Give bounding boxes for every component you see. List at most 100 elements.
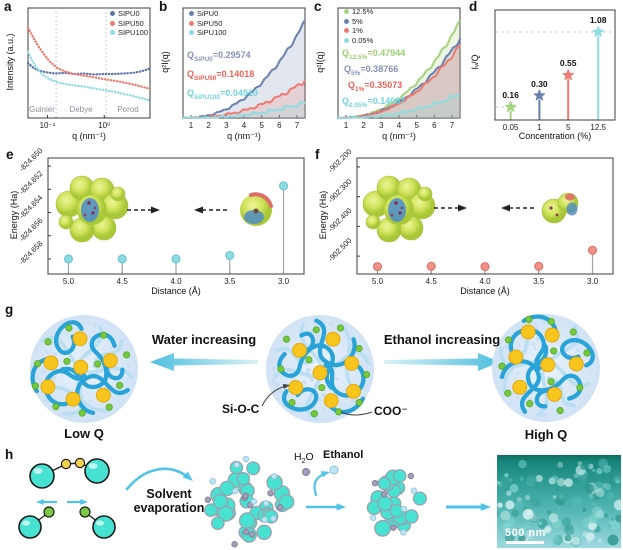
series-fit-line bbox=[182, 20, 306, 119]
chart-element bbox=[499, 359, 542, 414]
legend-label: SIPU100 bbox=[117, 28, 148, 37]
star-marker bbox=[592, 26, 604, 37]
vlab-label: 0.16 bbox=[502, 89, 519, 100]
chart-element bbox=[278, 389, 283, 394]
legend-item: 1% bbox=[344, 26, 373, 36]
panel-letter-c: c bbox=[314, 0, 322, 14]
siloxane-molecule bbox=[29, 457, 110, 489]
sem-grain bbox=[549, 533, 559, 543]
coo-node bbox=[583, 349, 591, 357]
legend-marker bbox=[109, 11, 115, 17]
tick-label: 3.5 bbox=[224, 277, 236, 286]
chart-element bbox=[127, 365, 131, 369]
sem-grain bbox=[592, 501, 597, 507]
scatter-series bbox=[26, 50, 152, 102]
legend-item: 0.05% bbox=[344, 36, 373, 46]
q-invariant-annotation: Q5%=0.38766 bbox=[344, 64, 399, 77]
y-axis-label: Iᵥ/Q bbox=[470, 54, 480, 70]
panel-b: b q²I(q) q (nm⁻¹) SiPU0 SiPU50 SiPU100 Q… bbox=[157, 0, 310, 148]
series-area bbox=[338, 20, 460, 119]
sem-grain bbox=[606, 492, 615, 500]
sem-grain bbox=[561, 517, 571, 527]
chart-element bbox=[515, 395, 520, 399]
coo-node bbox=[550, 347, 558, 355]
chart-element bbox=[322, 408, 327, 412]
q-invariant-annotation: QSiPU50=0.14018 bbox=[187, 69, 255, 82]
panel-letter-d: d bbox=[469, 0, 478, 14]
chart-element bbox=[93, 323, 98, 328]
legend-marker bbox=[189, 30, 194, 36]
star-marker bbox=[533, 89, 546, 101]
silica-particle bbox=[377, 476, 392, 491]
x-axis-label: q (nm⁻¹) bbox=[72, 131, 106, 141]
sem-grain bbox=[502, 522, 511, 532]
sem-grain bbox=[500, 510, 511, 521]
coo-node bbox=[31, 382, 39, 390]
tick-label: 7 bbox=[449, 121, 455, 130]
si-o-c-node bbox=[512, 379, 528, 395]
sem-grain bbox=[607, 523, 612, 528]
water-molecule-dot bbox=[231, 541, 238, 548]
legend-marker bbox=[344, 9, 349, 15]
legend-label: SiPU0 bbox=[197, 9, 219, 18]
sem-image: 500 nm bbox=[497, 455, 621, 548]
silica-particle bbox=[246, 461, 261, 476]
data-point bbox=[480, 262, 490, 272]
data-point bbox=[588, 245, 598, 255]
tick-label: 4 bbox=[241, 121, 247, 130]
tick-label: 3.5 bbox=[533, 277, 545, 286]
ethanol-molecule-dot bbox=[270, 515, 277, 522]
legend: SiPU0 SiPU50 SiPU100 bbox=[189, 9, 227, 38]
legend-label: SIPU50 bbox=[117, 18, 144, 28]
sem-grain bbox=[585, 532, 595, 541]
coo-node bbox=[526, 400, 534, 408]
ethanol-molecule-dot bbox=[250, 498, 258, 505]
sem-grain bbox=[557, 461, 564, 468]
chart-element bbox=[560, 338, 595, 368]
legend-label: SiPU100 bbox=[197, 28, 227, 37]
sem-grain bbox=[615, 479, 620, 484]
coo-node bbox=[100, 331, 108, 339]
gel-network-schematic bbox=[30, 314, 600, 423]
q-invariant-annotation: Q12.5%=0.47944 bbox=[342, 48, 406, 61]
sem-grain bbox=[530, 496, 541, 508]
legend-marker bbox=[344, 18, 349, 24]
sem-grain bbox=[525, 530, 534, 540]
water-molecule-dot bbox=[407, 472, 415, 480]
coo-node bbox=[305, 356, 313, 364]
x-axis-label: q (nm⁻¹) bbox=[227, 131, 261, 141]
panel-letter-a: a bbox=[4, 0, 12, 14]
chart-element bbox=[542, 413, 548, 418]
sem-grain bbox=[590, 474, 597, 481]
arrow-head bbox=[480, 503, 491, 511]
gel-particle bbox=[30, 315, 138, 423]
si-o-c-node bbox=[544, 327, 560, 343]
chart-element bbox=[271, 367, 277, 372]
vlab-label: 0.55 bbox=[559, 58, 577, 69]
tick-label: 1 bbox=[188, 121, 194, 130]
sem-grain bbox=[538, 521, 542, 526]
sem-grain bbox=[556, 506, 562, 511]
tick-label: 4.5 bbox=[425, 277, 437, 286]
coo-pointer bbox=[340, 411, 373, 416]
legend-label: 0.05% bbox=[352, 35, 374, 45]
coo-node bbox=[525, 315, 533, 323]
arrow-head bbox=[336, 503, 346, 511]
sem-grain bbox=[604, 483, 612, 491]
legend-marker bbox=[109, 20, 115, 26]
tick-label: 5 bbox=[565, 123, 571, 132]
chart-element bbox=[504, 344, 509, 350]
arrow-head bbox=[282, 383, 290, 389]
legend-marker bbox=[344, 37, 349, 43]
sem-grain bbox=[546, 510, 552, 515]
si-o-c-node bbox=[325, 331, 341, 347]
si-o-c-callout: Si-O-C bbox=[222, 402, 260, 416]
legend-label: 12.5% bbox=[352, 7, 374, 16]
chart-element bbox=[315, 338, 321, 344]
tick-label: 3.0 bbox=[277, 277, 290, 286]
approach-arrows bbox=[434, 204, 537, 212]
sem-grain bbox=[557, 478, 566, 487]
scatter-series bbox=[26, 61, 152, 76]
coo-node bbox=[65, 324, 73, 332]
data-point bbox=[63, 254, 73, 264]
